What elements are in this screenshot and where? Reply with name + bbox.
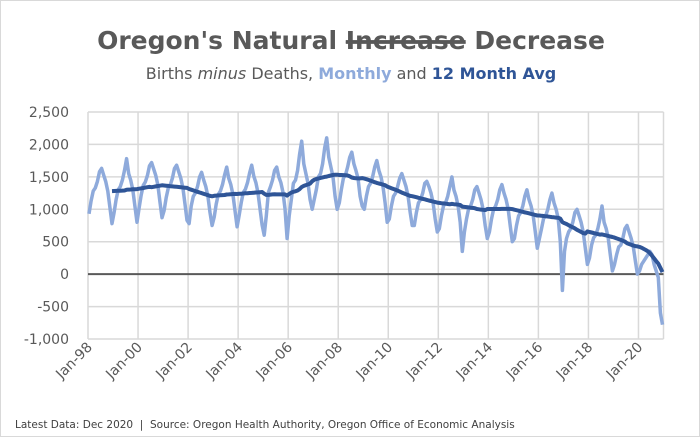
chart-title: Oregon's Natural Increase Decrease bbox=[97, 26, 605, 55]
struck-word: Increase bbox=[346, 26, 466, 55]
x-tick-label: Jan-10 bbox=[353, 340, 396, 383]
x-tick-label: Jan-16 bbox=[503, 339, 547, 383]
y-tick-label: 0 bbox=[60, 267, 69, 283]
x-tick-label: Jan-02 bbox=[152, 340, 195, 383]
x-tick-label: Jan-04 bbox=[203, 339, 247, 383]
y-axis-ticks: -1,000 -500 0 500 1,000 1,500 2,000 2,500 bbox=[24, 105, 69, 348]
x-tick-label: Jan-14 bbox=[453, 339, 497, 383]
monthly-label: Monthly bbox=[318, 64, 392, 83]
y-tick-label: 2,000 bbox=[29, 137, 69, 153]
y-tick-label: 1,000 bbox=[29, 202, 69, 218]
y-tick-label: 1,500 bbox=[29, 170, 69, 186]
monthly-series-line bbox=[87, 136, 665, 326]
y-tick-label: -500 bbox=[37, 300, 69, 316]
chart-subtitle: Births minus Deaths, Monthly and 12 Mont… bbox=[146, 64, 556, 83]
y-tick-label: -1,000 bbox=[24, 332, 69, 348]
footer-source: Latest Data: Dec 2020 | Source: Oregon H… bbox=[15, 419, 515, 431]
avg-series-line bbox=[111, 172, 665, 273]
avg-label: 12 Month Avg bbox=[432, 64, 556, 83]
y-tick-label: 500 bbox=[42, 235, 69, 251]
x-axis-ticks: Jan-98 Jan-00 Jan-02 Jan-04 Jan-06 Jan-08 Jan-… bbox=[52, 339, 646, 383]
series-lines bbox=[87, 136, 665, 326]
y-tick-label: 2,500 bbox=[29, 105, 69, 121]
gridlines bbox=[87, 111, 665, 340]
x-tick-label: Jan-12 bbox=[403, 340, 446, 383]
x-tick-label: Jan-08 bbox=[303, 340, 346, 383]
x-tick-label: Jan-06 bbox=[253, 339, 297, 383]
x-tick-label: Jan-00 bbox=[102, 340, 145, 383]
x-tick-label: Jan-18 bbox=[553, 340, 596, 383]
x-tick-label: Jan-20 bbox=[603, 340, 646, 383]
